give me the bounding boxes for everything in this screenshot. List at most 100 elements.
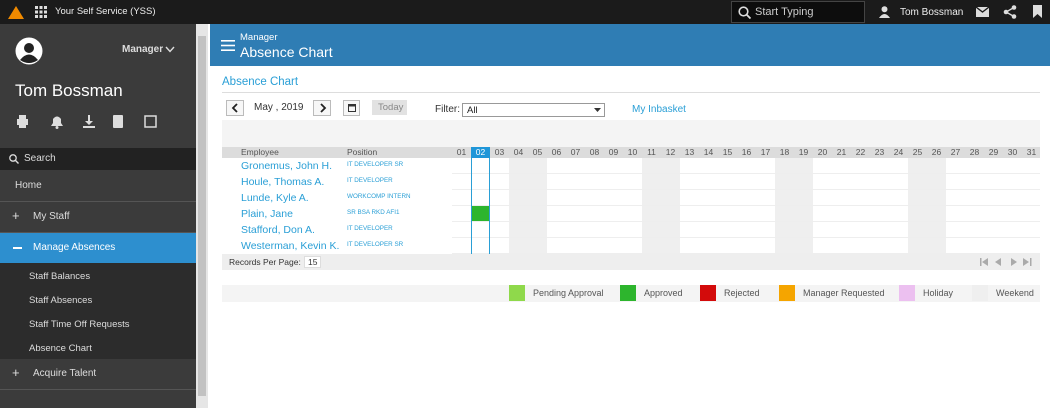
grid-header xyxy=(222,147,1040,158)
day-header: 15 xyxy=(718,147,737,158)
grid-top-band xyxy=(222,120,1040,147)
day-label: 31 xyxy=(1026,147,1037,157)
day-header: 31 xyxy=(1022,147,1041,158)
sidebar-search[interactable]: Search xyxy=(0,148,196,170)
day-header: 06 xyxy=(547,147,566,158)
day-header: 03 xyxy=(490,147,509,158)
absence-grid: Employee Position Gronemus, John H. IT DE… xyxy=(222,147,1040,254)
sidebar-scrollbar[interactable] xyxy=(196,24,208,408)
employee-name[interactable]: Gronemus, John H. xyxy=(241,160,333,172)
menu-item[interactable]: Home xyxy=(15,180,42,191)
menu-expander[interactable]: + xyxy=(12,208,20,223)
employee-position: IT DEVELOPER xyxy=(347,225,393,232)
day-header: 01 xyxy=(452,147,471,158)
day-label: 15 xyxy=(722,147,733,157)
role-selector[interactable]: Manager xyxy=(122,44,164,55)
quick-actions[interactable] xyxy=(15,114,160,130)
sidebar-search-label: Search xyxy=(24,153,56,164)
global-search[interactable]: Start Typing xyxy=(731,1,865,23)
day-header: 24 xyxy=(889,147,908,158)
day-header: 11 xyxy=(642,147,661,158)
day-header: 28 xyxy=(965,147,984,158)
employee-position: IT DEVELOPER SR xyxy=(347,241,404,248)
avatar[interactable] xyxy=(15,37,43,65)
sidebar-user-name: Tom Bossman xyxy=(15,81,123,100)
row-divider xyxy=(452,205,1040,206)
header-section: Manager xyxy=(240,32,278,43)
employee-name[interactable]: Houle, Thomas A. xyxy=(241,176,325,188)
legend-swatch xyxy=(899,285,915,301)
weekend-column xyxy=(642,158,661,254)
next-month[interactable] xyxy=(313,100,331,116)
menu-expander[interactable]: + xyxy=(12,365,20,380)
day-header: 17 xyxy=(756,147,775,158)
day-label: 18 xyxy=(779,147,790,157)
share-icon[interactable] xyxy=(1003,5,1017,19)
menu-toggle[interactable] xyxy=(221,40,235,51)
employee-position: SR BSA RKD AFI1 xyxy=(347,209,400,216)
apps-icon[interactable] xyxy=(35,6,47,18)
logo[interactable] xyxy=(7,4,25,20)
day-header-selected: 02 xyxy=(471,147,490,158)
bookmark-icon[interactable] xyxy=(1033,5,1042,18)
search-icon xyxy=(738,6,751,19)
day-label: 29 xyxy=(988,147,999,157)
scroll-thumb[interactable] xyxy=(198,36,206,396)
submenu-item[interactable]: Staff Absences xyxy=(29,295,93,306)
top-bar: Your Self Service (YSS) Start Typing Tom… xyxy=(0,0,1050,24)
day-header: 07 xyxy=(566,147,585,158)
sidebar-menu: Home + My Staff Manage Absences Staff Balanc… xyxy=(0,170,196,408)
inbasket-link[interactable]: My Inbasket xyxy=(632,104,686,115)
day-header: 25 xyxy=(908,147,927,158)
submenu-item[interactable]: Staff Time Off Requests xyxy=(29,319,130,330)
select-arrow xyxy=(594,108,601,112)
submenu-item[interactable]: Absence Chart xyxy=(29,343,92,354)
menu-divider xyxy=(0,201,196,202)
submenu-item[interactable]: Staff Balances xyxy=(29,271,91,282)
legend-label: Manager Requested xyxy=(803,288,885,298)
role-chevron[interactable] xyxy=(165,46,175,53)
records-per-page-box[interactable]: 15 xyxy=(304,256,321,268)
user-icon[interactable] xyxy=(879,6,890,18)
filter-select[interactable]: All xyxy=(462,103,605,117)
weekend-column xyxy=(775,158,794,254)
row-divider xyxy=(452,253,1040,254)
menu-item: Manage Absences xyxy=(33,242,116,253)
day-header: 26 xyxy=(927,147,946,158)
legend-swatch xyxy=(509,285,525,301)
legend: Pending Approval Approved Rejected Manager … xyxy=(222,285,1040,302)
day-header: 18 xyxy=(775,147,794,158)
selected-day-column xyxy=(471,147,490,254)
day-header: 12 xyxy=(661,147,680,158)
weekend-column xyxy=(908,158,927,254)
menu-item-selected[interactable]: Manage Absences xyxy=(0,233,196,263)
day-label: 21 xyxy=(836,147,847,157)
legend-swatch xyxy=(620,285,636,301)
user-name[interactable]: Tom Bossman xyxy=(900,7,964,18)
day-label: 02 xyxy=(475,147,486,157)
menu-collapser xyxy=(13,247,22,249)
day-header: 27 xyxy=(946,147,965,158)
menu-item[interactable]: Acquire Talent xyxy=(33,368,97,379)
today-button[interactable]: Today xyxy=(372,100,407,115)
day-label: 28 xyxy=(969,147,980,157)
calendar-icon xyxy=(348,104,356,112)
employee-name[interactable]: Westerman, Kevin K. xyxy=(241,240,340,252)
employee-name[interactable]: Stafford, Don A. xyxy=(241,224,315,236)
sidebar-search-icon xyxy=(9,154,19,164)
content-title: Absence Chart xyxy=(222,76,299,88)
position-header: Position xyxy=(347,147,378,157)
menu-item[interactable]: My Staff xyxy=(33,211,70,222)
menu-divider xyxy=(0,389,196,390)
approved-absence[interactable] xyxy=(471,206,490,221)
employee-name[interactable]: Lunde, Kyle A. xyxy=(241,192,309,204)
calendar-button[interactable] xyxy=(343,100,360,116)
prev-month[interactable] xyxy=(226,100,244,116)
employee-name[interactable]: Plain, Jane xyxy=(241,208,293,220)
day-header: 14 xyxy=(699,147,718,158)
mail-icon[interactable] xyxy=(976,7,989,17)
pager[interactable] xyxy=(980,258,1032,267)
records-per-page-label: Records Per Page: xyxy=(229,257,301,267)
day-header: 30 xyxy=(1003,147,1022,158)
